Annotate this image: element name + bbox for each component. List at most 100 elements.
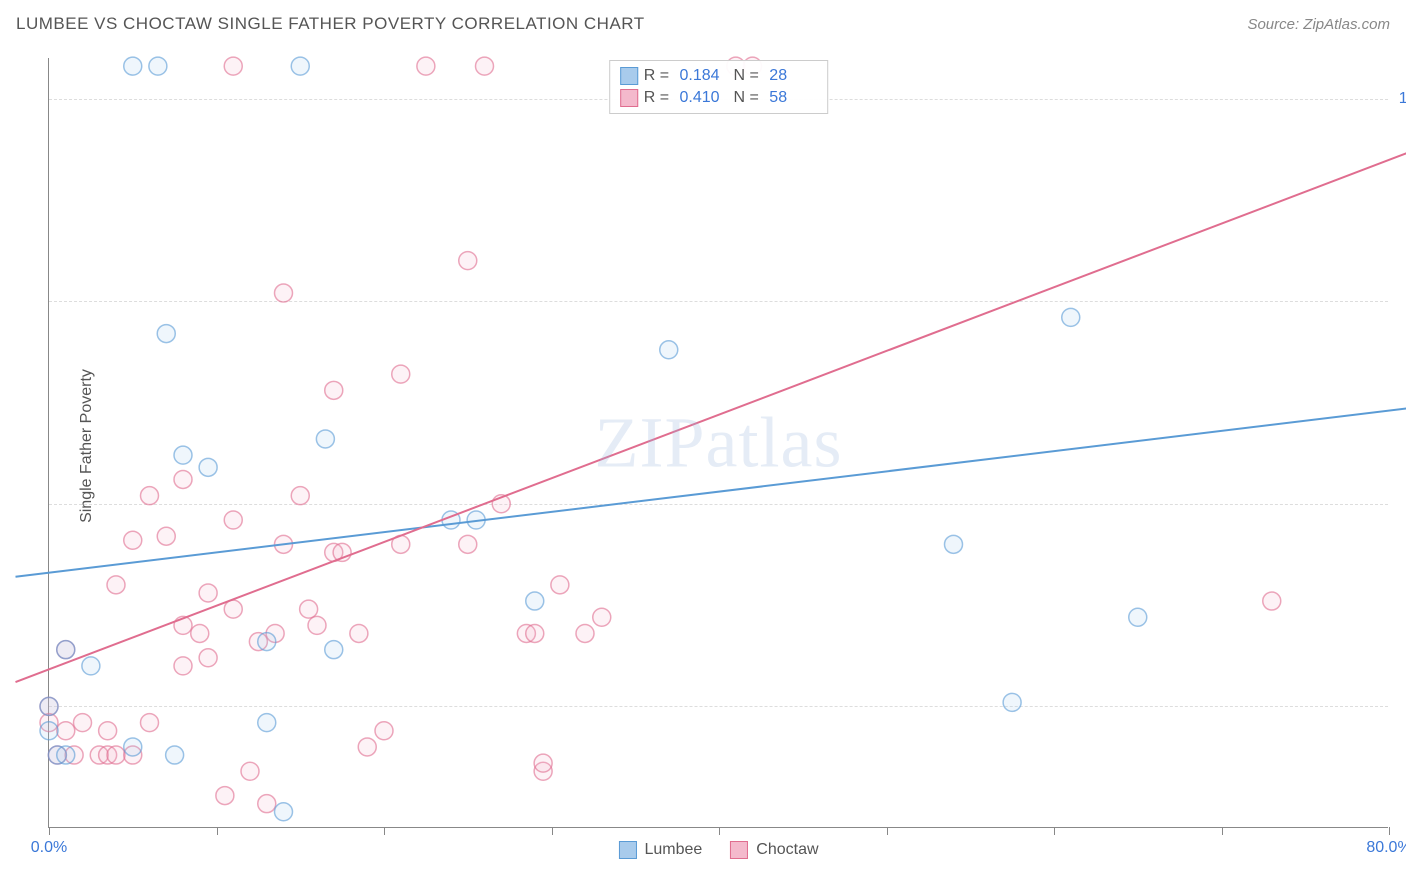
legend-n-value-choctaw: 58 <box>769 89 817 107</box>
x-tick <box>49 827 50 835</box>
data-point <box>149 57 167 75</box>
data-point <box>157 325 175 343</box>
x-tick <box>1222 827 1223 835</box>
legend-n-label: N = <box>734 89 764 107</box>
series-legend: Lumbee Choctaw <box>618 841 818 859</box>
x-tick <box>217 827 218 835</box>
data-point <box>325 641 343 659</box>
data-point <box>526 592 544 610</box>
trend-line <box>16 407 1406 577</box>
data-point <box>107 576 125 594</box>
data-point <box>107 746 125 764</box>
data-point <box>40 722 58 740</box>
data-point <box>417 57 435 75</box>
data-point <box>459 535 477 553</box>
x-tick <box>719 827 720 835</box>
data-point <box>124 531 142 549</box>
data-point <box>300 600 318 618</box>
data-point <box>275 803 293 821</box>
data-point <box>199 649 217 667</box>
data-point <box>392 365 410 383</box>
x-tick <box>887 827 888 835</box>
data-point <box>291 57 309 75</box>
x-tick <box>1389 827 1390 835</box>
data-point <box>216 787 234 805</box>
data-point <box>1263 592 1281 610</box>
y-tick-label: 25.0% <box>1393 697 1406 715</box>
data-point <box>40 697 58 715</box>
data-point <box>358 738 376 756</box>
correlation-legend: R = 0.184 N = 28 R = 0.410 N = 58 <box>609 60 829 114</box>
data-point <box>291 487 309 505</box>
legend-r-label: R = <box>644 67 674 85</box>
data-point <box>124 738 142 756</box>
legend-item-choctaw: Choctaw <box>730 841 818 859</box>
data-point <box>375 722 393 740</box>
scatter-svg <box>49 58 1388 827</box>
data-point <box>350 624 368 642</box>
x-tick-label: 80.0% <box>1366 839 1406 857</box>
data-point <box>174 470 192 488</box>
x-tick <box>1054 827 1055 835</box>
chart-title: LUMBEE VS CHOCTAW SINGLE FATHER POVERTY … <box>16 14 645 34</box>
legend-r-label: R = <box>644 89 674 107</box>
data-point <box>82 657 100 675</box>
data-point <box>476 57 494 75</box>
legend-r-value-choctaw: 0.410 <box>680 89 728 107</box>
data-point <box>526 624 544 642</box>
legend-swatch-lumbee <box>620 67 638 85</box>
data-point <box>191 624 209 642</box>
data-point <box>124 57 142 75</box>
data-point <box>241 762 259 780</box>
legend-item-lumbee: Lumbee <box>618 841 702 859</box>
data-point <box>660 341 678 359</box>
y-tick-label: 100.0% <box>1393 90 1406 108</box>
source-attribution: Source: ZipAtlas.com <box>1247 16 1390 33</box>
legend-row-choctaw: R = 0.410 N = 58 <box>620 87 818 109</box>
data-point <box>325 381 343 399</box>
data-point <box>99 722 117 740</box>
data-point <box>1003 693 1021 711</box>
x-tick-label: 0.0% <box>31 839 67 857</box>
data-point <box>258 795 276 813</box>
plot-area: ZIPatlas R = 0.184 N = 28 R = 0.410 N = … <box>48 58 1388 828</box>
data-point <box>157 527 175 545</box>
data-point <box>57 641 75 659</box>
legend-label-lumbee: Lumbee <box>644 841 702 859</box>
header: LUMBEE VS CHOCTAW SINGLE FATHER POVERTY … <box>0 0 1406 48</box>
data-point <box>141 714 159 732</box>
data-point <box>141 487 159 505</box>
legend-n-value-lumbee: 28 <box>769 67 817 85</box>
x-tick <box>384 827 385 835</box>
legend-label-choctaw: Choctaw <box>756 841 818 859</box>
data-point <box>275 284 293 302</box>
data-point <box>166 746 184 764</box>
legend-row-lumbee: R = 0.184 N = 28 <box>620 65 818 87</box>
legend-swatch-icon <box>618 841 636 859</box>
y-tick-label: 75.0% <box>1393 292 1406 310</box>
data-point <box>576 624 594 642</box>
x-tick <box>552 827 553 835</box>
data-point <box>74 714 92 732</box>
data-point <box>258 633 276 651</box>
data-point <box>224 511 242 529</box>
chart-container: LUMBEE VS CHOCTAW SINGLE FATHER POVERTY … <box>0 0 1406 892</box>
legend-swatch-icon <box>730 841 748 859</box>
data-point <box>258 714 276 732</box>
y-tick-label: 50.0% <box>1393 495 1406 513</box>
legend-r-value-lumbee: 0.184 <box>680 67 728 85</box>
data-point <box>224 600 242 618</box>
data-point <box>534 754 552 772</box>
data-point <box>224 57 242 75</box>
legend-swatch-choctaw <box>620 89 638 107</box>
data-point <box>308 616 326 634</box>
data-point <box>459 252 477 270</box>
data-point <box>593 608 611 626</box>
data-point <box>199 458 217 476</box>
data-point <box>57 746 75 764</box>
data-point <box>174 657 192 675</box>
data-point <box>551 576 569 594</box>
data-point <box>57 722 75 740</box>
trend-line <box>16 147 1406 682</box>
data-point <box>316 430 334 448</box>
